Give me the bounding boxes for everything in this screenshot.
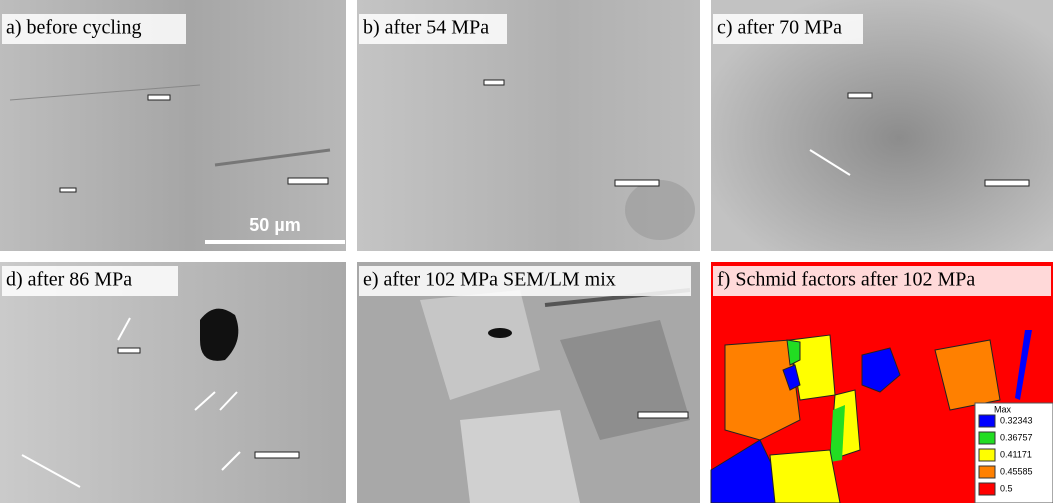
- legend-value: 0.5: [1000, 483, 1013, 493]
- panel-c: c) after 70 MPa: [711, 0, 1053, 251]
- panel-d: d) after 86 MPa: [0, 262, 346, 503]
- panel-e: e) after 102 MPa SEM/LM mix: [357, 262, 700, 503]
- panel-label: f) Schmid factors after 102 MPa: [717, 269, 975, 291]
- legend-swatch: [979, 466, 995, 478]
- legend-value: 0.45585: [1000, 466, 1033, 476]
- particle: [288, 178, 328, 184]
- particle: [255, 452, 299, 458]
- particle: [60, 188, 76, 192]
- panel-label: e) after 102 MPa SEM/LM mix: [363, 269, 616, 291]
- shade: [625, 180, 695, 240]
- particle: [848, 93, 872, 98]
- page: {"panels": [ {"label": "a) before cyclin…: [0, 0, 1053, 503]
- legend-swatch: [979, 432, 995, 444]
- grain: [770, 450, 840, 503]
- micrograph: [0, 262, 346, 503]
- legend-title: Max: [994, 404, 1012, 414]
- scale-bar: [205, 240, 345, 244]
- particle: [118, 348, 140, 353]
- particle: [985, 180, 1029, 186]
- panel-label: b) after 54 MPa: [363, 17, 489, 39]
- legend-swatch: [979, 415, 995, 427]
- figure: 50 µm a) before cycling b) after 54 MPa …: [0, 0, 1053, 503]
- particle: [638, 412, 688, 418]
- scale-label: 50 µm: [249, 215, 300, 235]
- grain: [460, 410, 580, 503]
- legend-swatch: [979, 449, 995, 461]
- panel-b: b) after 54 MPa: [357, 0, 700, 251]
- legend-value: 0.41171: [1000, 449, 1032, 459]
- panel-label: d) after 86 MPa: [6, 269, 132, 291]
- pore: [488, 328, 512, 338]
- panel-a: 50 µm a) before cycling: [0, 0, 346, 251]
- particle: [615, 180, 659, 186]
- legend-swatch: [979, 483, 995, 495]
- panel-label: c) after 70 MPa: [717, 17, 842, 39]
- panel-f: Max 0.32343 0.36757 0.41171 0.45585 0.5 f) S…: [711, 262, 1053, 503]
- particle: [484, 80, 504, 85]
- panel-label: a) before cycling: [6, 17, 141, 39]
- legend-value: 0.32343: [1000, 415, 1033, 425]
- particle: [148, 95, 170, 100]
- legend-value: 0.36757: [1000, 432, 1033, 442]
